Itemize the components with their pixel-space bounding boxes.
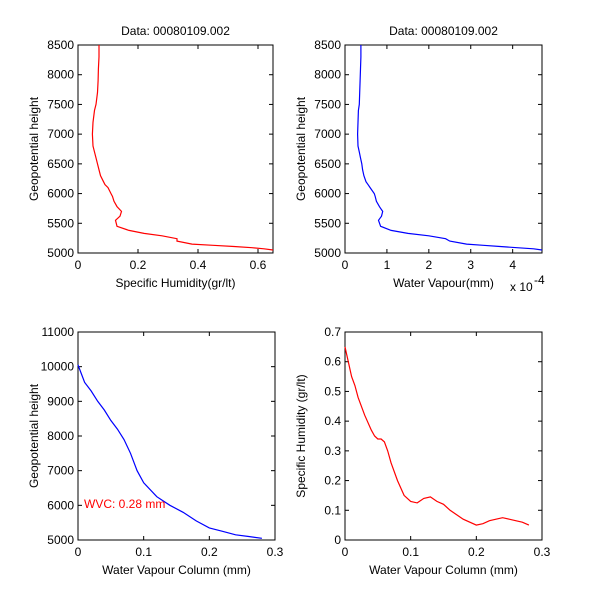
y-tick-label: 6500 <box>47 157 74 171</box>
x-axis-label: Water Vapour Column (mm) <box>369 563 518 577</box>
x-tick-label: 0 <box>342 258 349 272</box>
y-tick-label: 6000 <box>47 498 74 512</box>
chart-panel-2: 0 1 2 3 4 5000 5500 6000 6500 7000 7500 8000 8500 Dat… <box>294 24 545 294</box>
y-tick-label: 8000 <box>47 68 74 82</box>
y-tick-label: 0.1 <box>324 503 341 517</box>
chart-panel-4: 0 0.1 0.2 0.3 0 0.1 0.2 0.3 0.4 0.5 0.6 0.7 Water Va… <box>294 325 551 577</box>
y-tick-label: 0.5 <box>324 384 341 398</box>
x-tick-label: 0.2 <box>130 258 147 272</box>
x-tick-label: 1 <box>384 258 391 272</box>
y-tick-label: 6500 <box>314 157 341 171</box>
y-tick-label: 5000 <box>314 246 341 260</box>
y-axis-label: Geopotential height <box>27 383 41 488</box>
chart-title: Data: 00080109.002 <box>121 24 230 38</box>
axes-box <box>77 44 274 254</box>
x-axis-label: Water Vapour Column (mm) <box>102 563 251 577</box>
series-line-1 <box>91 45 274 251</box>
x-axis-label: Water Vapour(mm) <box>393 276 494 290</box>
axes-box <box>344 44 543 254</box>
y-tick-label: 11000 <box>42 325 75 339</box>
y-tick-label: 0.3 <box>324 444 341 458</box>
x-tick-label: 0.6 <box>250 258 267 272</box>
axes-box <box>344 331 543 541</box>
x-tick-label: 0.4 <box>190 258 207 272</box>
x-tick-label: 2 <box>425 258 432 272</box>
x-axis-multiplier: x 10 <box>510 280 533 294</box>
y-tick-label: 9000 <box>47 394 74 408</box>
y-tick-label: 0 <box>334 533 341 547</box>
y-tick-label: 10000 <box>41 360 75 374</box>
x-tick-label: 0.2 <box>201 545 218 559</box>
x-tick-label: 0.3 <box>534 545 551 559</box>
x-tick-label: 0 <box>75 545 82 559</box>
x-tick-label: 4 <box>509 258 516 272</box>
wvc-annotation: WVC: 0.28 mm <box>84 497 165 511</box>
x-tick-label: 3 <box>467 258 474 272</box>
y-tick-label: 0.4 <box>324 414 341 428</box>
y-axis-label: Geopotential height <box>27 96 41 201</box>
y-tick-label: 7500 <box>47 97 74 111</box>
y-axis-label: Geopotential height <box>294 96 308 201</box>
chart-panel-1: 0 0.2 0.4 0.6 5000 5500 6000 6500 7000 7500 8000 85… <box>27 24 274 290</box>
chart-panel-3: 0 0.1 0.2 0.3 5000 6000 7000 8000 9000 10000 11000… <box>27 325 284 577</box>
y-tick-label: 5000 <box>47 246 74 260</box>
y-tick-label: 7000 <box>47 464 74 478</box>
x-axis-label: Specific Humidity(gr/lt) <box>115 276 235 290</box>
x-tick-label: 0.3 <box>267 545 284 559</box>
y-tick-label: 7500 <box>314 97 341 111</box>
y-tick-label: 6000 <box>47 187 74 201</box>
x-tick-label: 0.2 <box>468 545 485 559</box>
x-axis-multiplier-exponent: -4 <box>534 273 545 287</box>
y-tick-label: 8000 <box>314 68 341 82</box>
x-tick-label: 0 <box>342 545 349 559</box>
series-line-1 <box>77 364 262 539</box>
y-tick-label: 8000 <box>47 429 74 443</box>
y-tick-label: 6000 <box>314 187 341 201</box>
y-tick-label: 7000 <box>314 127 341 141</box>
y-tick-label: 8500 <box>314 38 341 52</box>
y-tick-label: 0.6 <box>324 355 341 369</box>
y-tick-label: 5500 <box>314 216 341 230</box>
series-line-1 <box>344 346 530 526</box>
y-tick-label: 0.2 <box>324 474 341 488</box>
y-tick-label: 7000 <box>47 127 74 141</box>
y-tick-label: 5500 <box>47 216 74 230</box>
y-tick-label: 5000 <box>47 533 74 547</box>
y-tick-label: 0.7 <box>324 325 341 339</box>
y-axis-label: Specific Humidity (gr/lt) <box>294 374 308 497</box>
series-line-1 <box>356 45 543 251</box>
x-tick-label: 0.1 <box>135 545 152 559</box>
x-tick-label: 0 <box>75 258 82 272</box>
x-tick-label: 0.1 <box>402 545 419 559</box>
y-tick-label: 8500 <box>47 38 74 52</box>
chart-title: Data: 00080109.002 <box>389 24 498 38</box>
